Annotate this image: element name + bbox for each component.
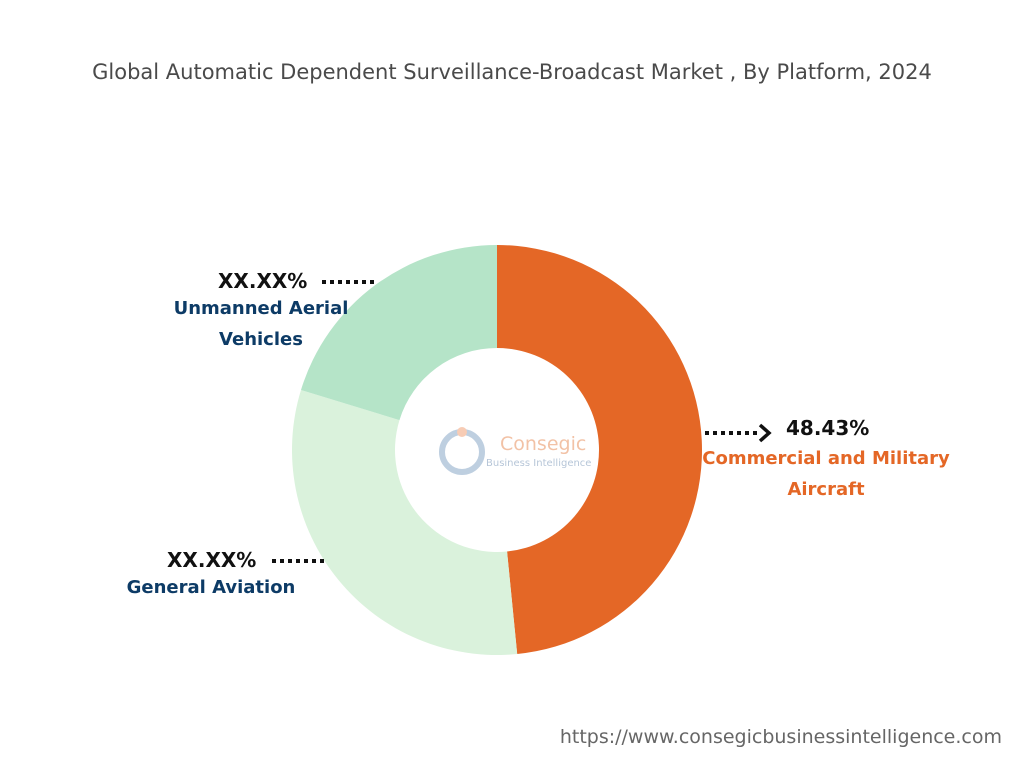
- watermark-name: Consegic: [500, 433, 586, 455]
- logo-dot: [457, 427, 467, 437]
- logo-ring: [439, 429, 485, 475]
- watermark-tagline: Business Intelligence: [486, 458, 591, 469]
- category-label: Commercial and Military Aircraft: [702, 448, 950, 500]
- category-label: General Aviation: [126, 577, 296, 598]
- source-url: https://www.consegicbusinessintelligence…: [559, 726, 1002, 748]
- donut-slice: [497, 245, 702, 655]
- chart-title: Global Automatic Dependent Surveillance-…: [92, 60, 932, 84]
- donut-slice: [292, 389, 518, 655]
- value-label: XX.XX%: [218, 269, 308, 293]
- category-label: Unmanned Aerial Vehicles: [173, 298, 349, 350]
- leader-arrow: [758, 423, 772, 443]
- value-label: 48.43%: [786, 416, 870, 440]
- value-label: XX.XX%: [167, 548, 257, 572]
- donut-slice: [300, 245, 497, 421]
- watermark-logo: Consegic Business Intelligence: [439, 427, 591, 475]
- donut: [292, 245, 702, 655]
